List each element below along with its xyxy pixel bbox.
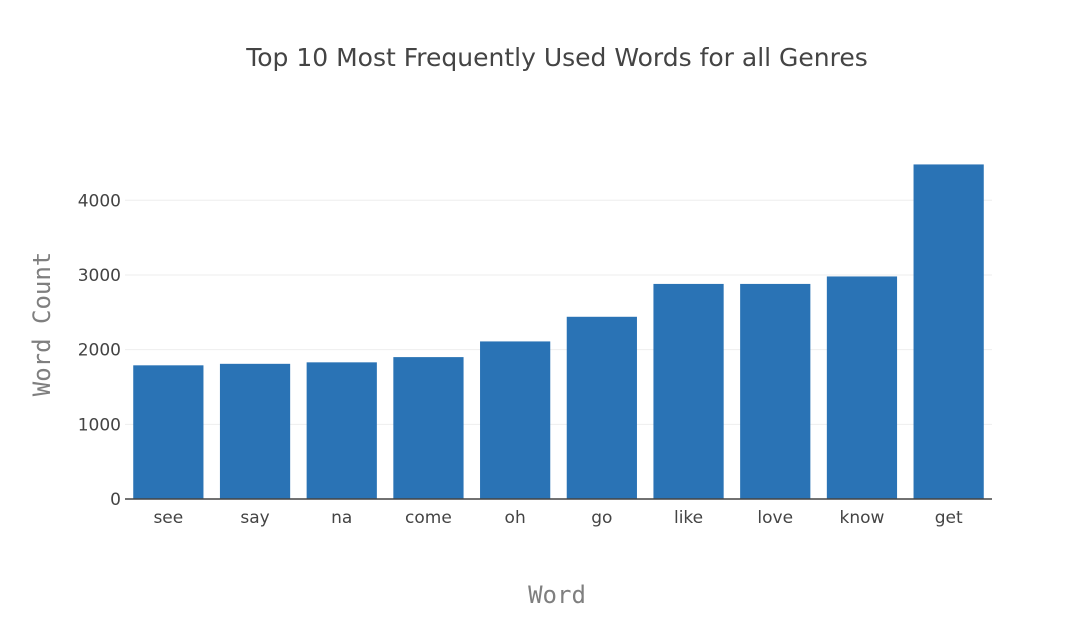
bar-love[interactable] <box>740 283 811 499</box>
y-axis-ticks: 0 1000 2000 3000 4000 <box>78 191 121 510</box>
x-tick-label: like <box>674 508 703 528</box>
bar-know[interactable] <box>826 276 898 499</box>
bar-see[interactable] <box>133 365 204 499</box>
x-tick-label: oh <box>505 508 526 528</box>
y-tick-label: 2000 <box>78 341 121 361</box>
x-tick-label: get <box>935 508 963 528</box>
bar-like[interactable] <box>653 283 724 499</box>
x-tick-label: say <box>240 508 269 528</box>
y-tick-label: 3000 <box>78 266 121 286</box>
chart-title: Top 10 Most Frequently Used Words for al… <box>245 43 868 72</box>
x-tick-label: come <box>405 508 452 528</box>
y-tick-label: 1000 <box>78 415 121 435</box>
x-tick-label: na <box>331 508 352 528</box>
y-axis-label: Word Count <box>28 252 56 397</box>
y-tick-label: 0 <box>110 490 121 510</box>
y-tick-label: 4000 <box>78 191 121 211</box>
x-tick-label: go <box>591 508 612 528</box>
bar-na[interactable] <box>306 362 377 499</box>
bars <box>133 164 984 499</box>
bar-get[interactable] <box>913 164 984 499</box>
bar-oh[interactable] <box>480 341 551 499</box>
bar-go[interactable] <box>566 316 637 499</box>
bar-come[interactable] <box>393 357 464 499</box>
x-axis-ticks: see say na come oh go like love know get <box>153 508 962 528</box>
x-tick-label: love <box>757 508 793 528</box>
x-tick-label: know <box>839 508 884 528</box>
x-axis-label: Word <box>528 581 586 609</box>
bar-say[interactable] <box>219 363 291 499</box>
x-tick-label: see <box>153 508 183 528</box>
